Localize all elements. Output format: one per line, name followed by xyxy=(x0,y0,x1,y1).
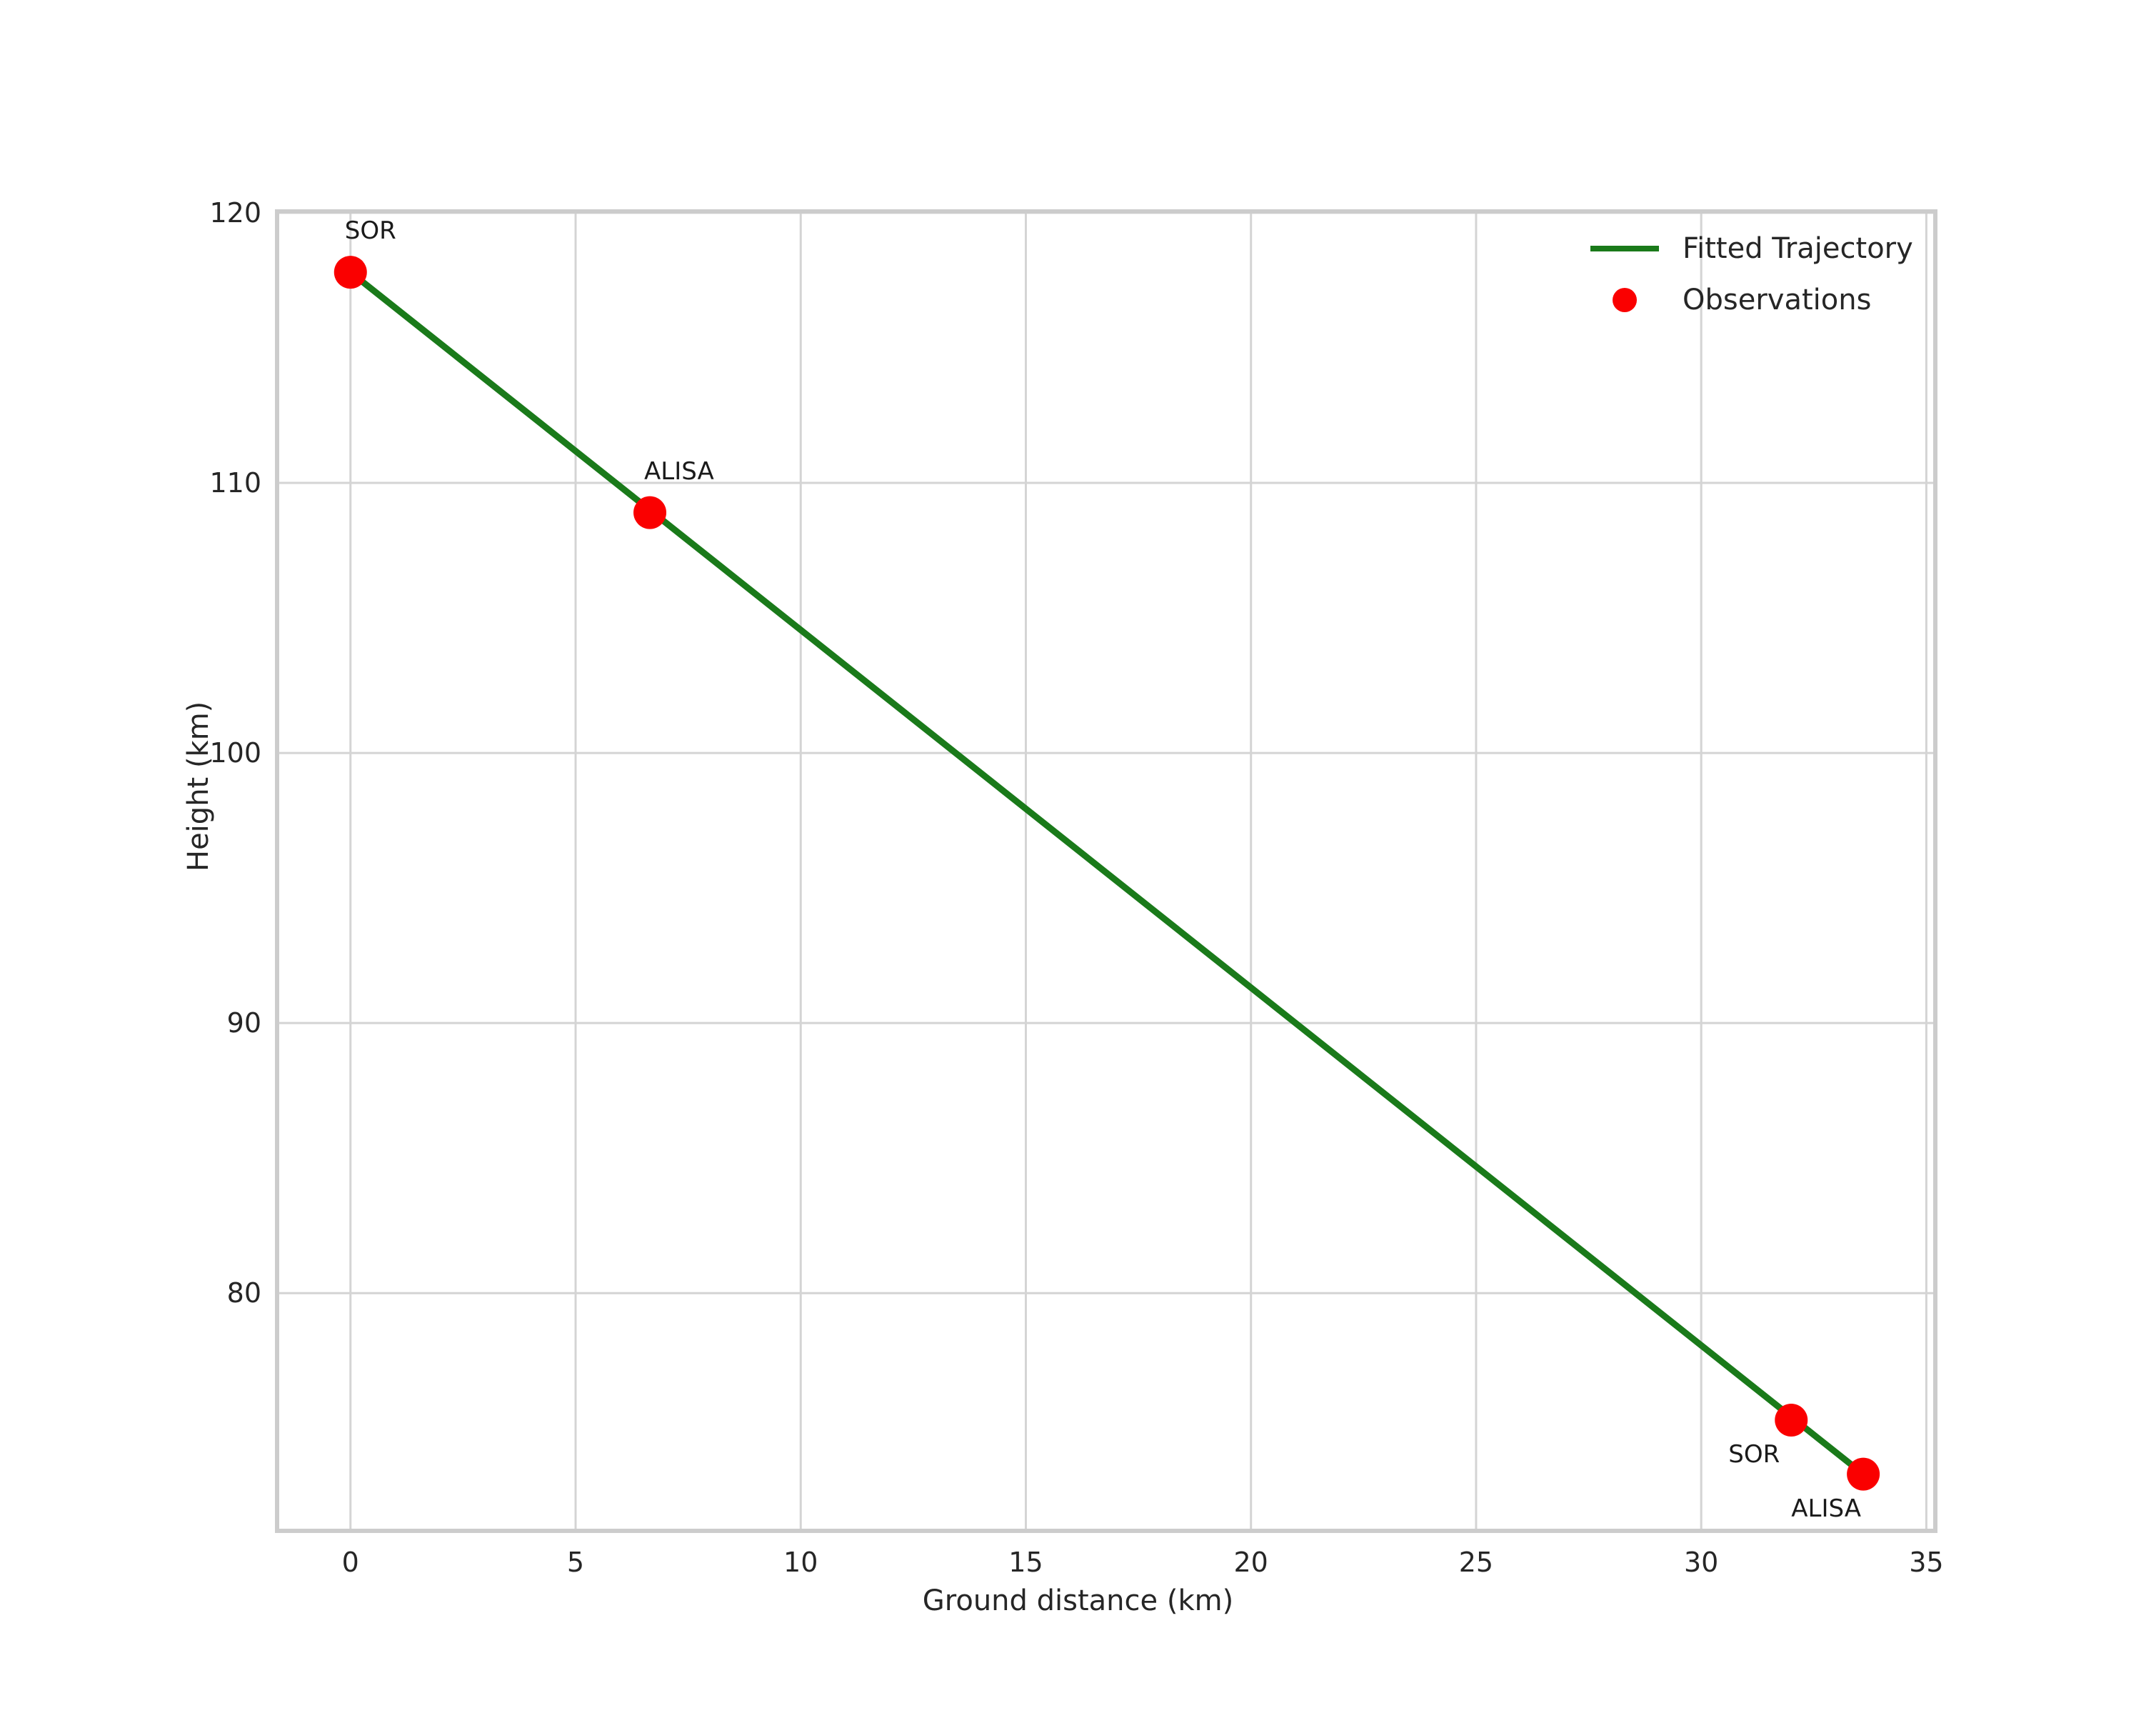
x-tick-label: 10 xyxy=(783,1547,818,1578)
x-tick-label: 25 xyxy=(1458,1547,1494,1578)
y-tick-label: 90 xyxy=(226,1007,261,1039)
legend-line-swatch-icon xyxy=(1585,246,1664,251)
legend-entry-fitted-trajectory[interactable]: Fitted Trajectory xyxy=(1585,230,1913,267)
y-axis-title-wrap: Height (km) xyxy=(182,701,215,872)
point-label-sor: SOR xyxy=(344,216,396,246)
y-tick-label: 100 xyxy=(209,737,261,769)
x-tick-label: 5 xyxy=(566,1547,585,1578)
legend-dot-swatch-icon xyxy=(1585,288,1664,312)
chart-legend: Fitted Trajectory Observations xyxy=(1585,230,1913,319)
x-tick-label: 15 xyxy=(1008,1547,1043,1578)
axis-spines xyxy=(275,209,1937,1533)
point-label-alisa: ALISA xyxy=(1791,1494,1861,1523)
x-tick-label: 35 xyxy=(1909,1547,1944,1578)
y-tick-label: 120 xyxy=(209,196,261,229)
legend-label-observations: Observations xyxy=(1683,284,1872,316)
y-tick-label: 110 xyxy=(209,466,261,499)
legend-entry-observations[interactable]: Observations xyxy=(1585,281,1913,319)
legend-label-fitted-trajectory: Fitted Trajectory xyxy=(1683,232,1913,265)
x-tick-label: 30 xyxy=(1683,1547,1719,1578)
point-label-sor: SOR xyxy=(1728,1439,1780,1469)
x-tick-label: 20 xyxy=(1233,1547,1268,1578)
y-axis-title: Height (km) xyxy=(182,701,215,872)
trajectory-line xyxy=(347,269,1867,1478)
x-tick-label: 0 xyxy=(341,1547,359,1578)
point-label-alisa: ALISA xyxy=(644,456,714,486)
observation-points xyxy=(334,256,1880,1491)
x-axis-title: Ground distance (km) xyxy=(922,1584,1234,1617)
y-tick-label: 80 xyxy=(226,1277,261,1309)
